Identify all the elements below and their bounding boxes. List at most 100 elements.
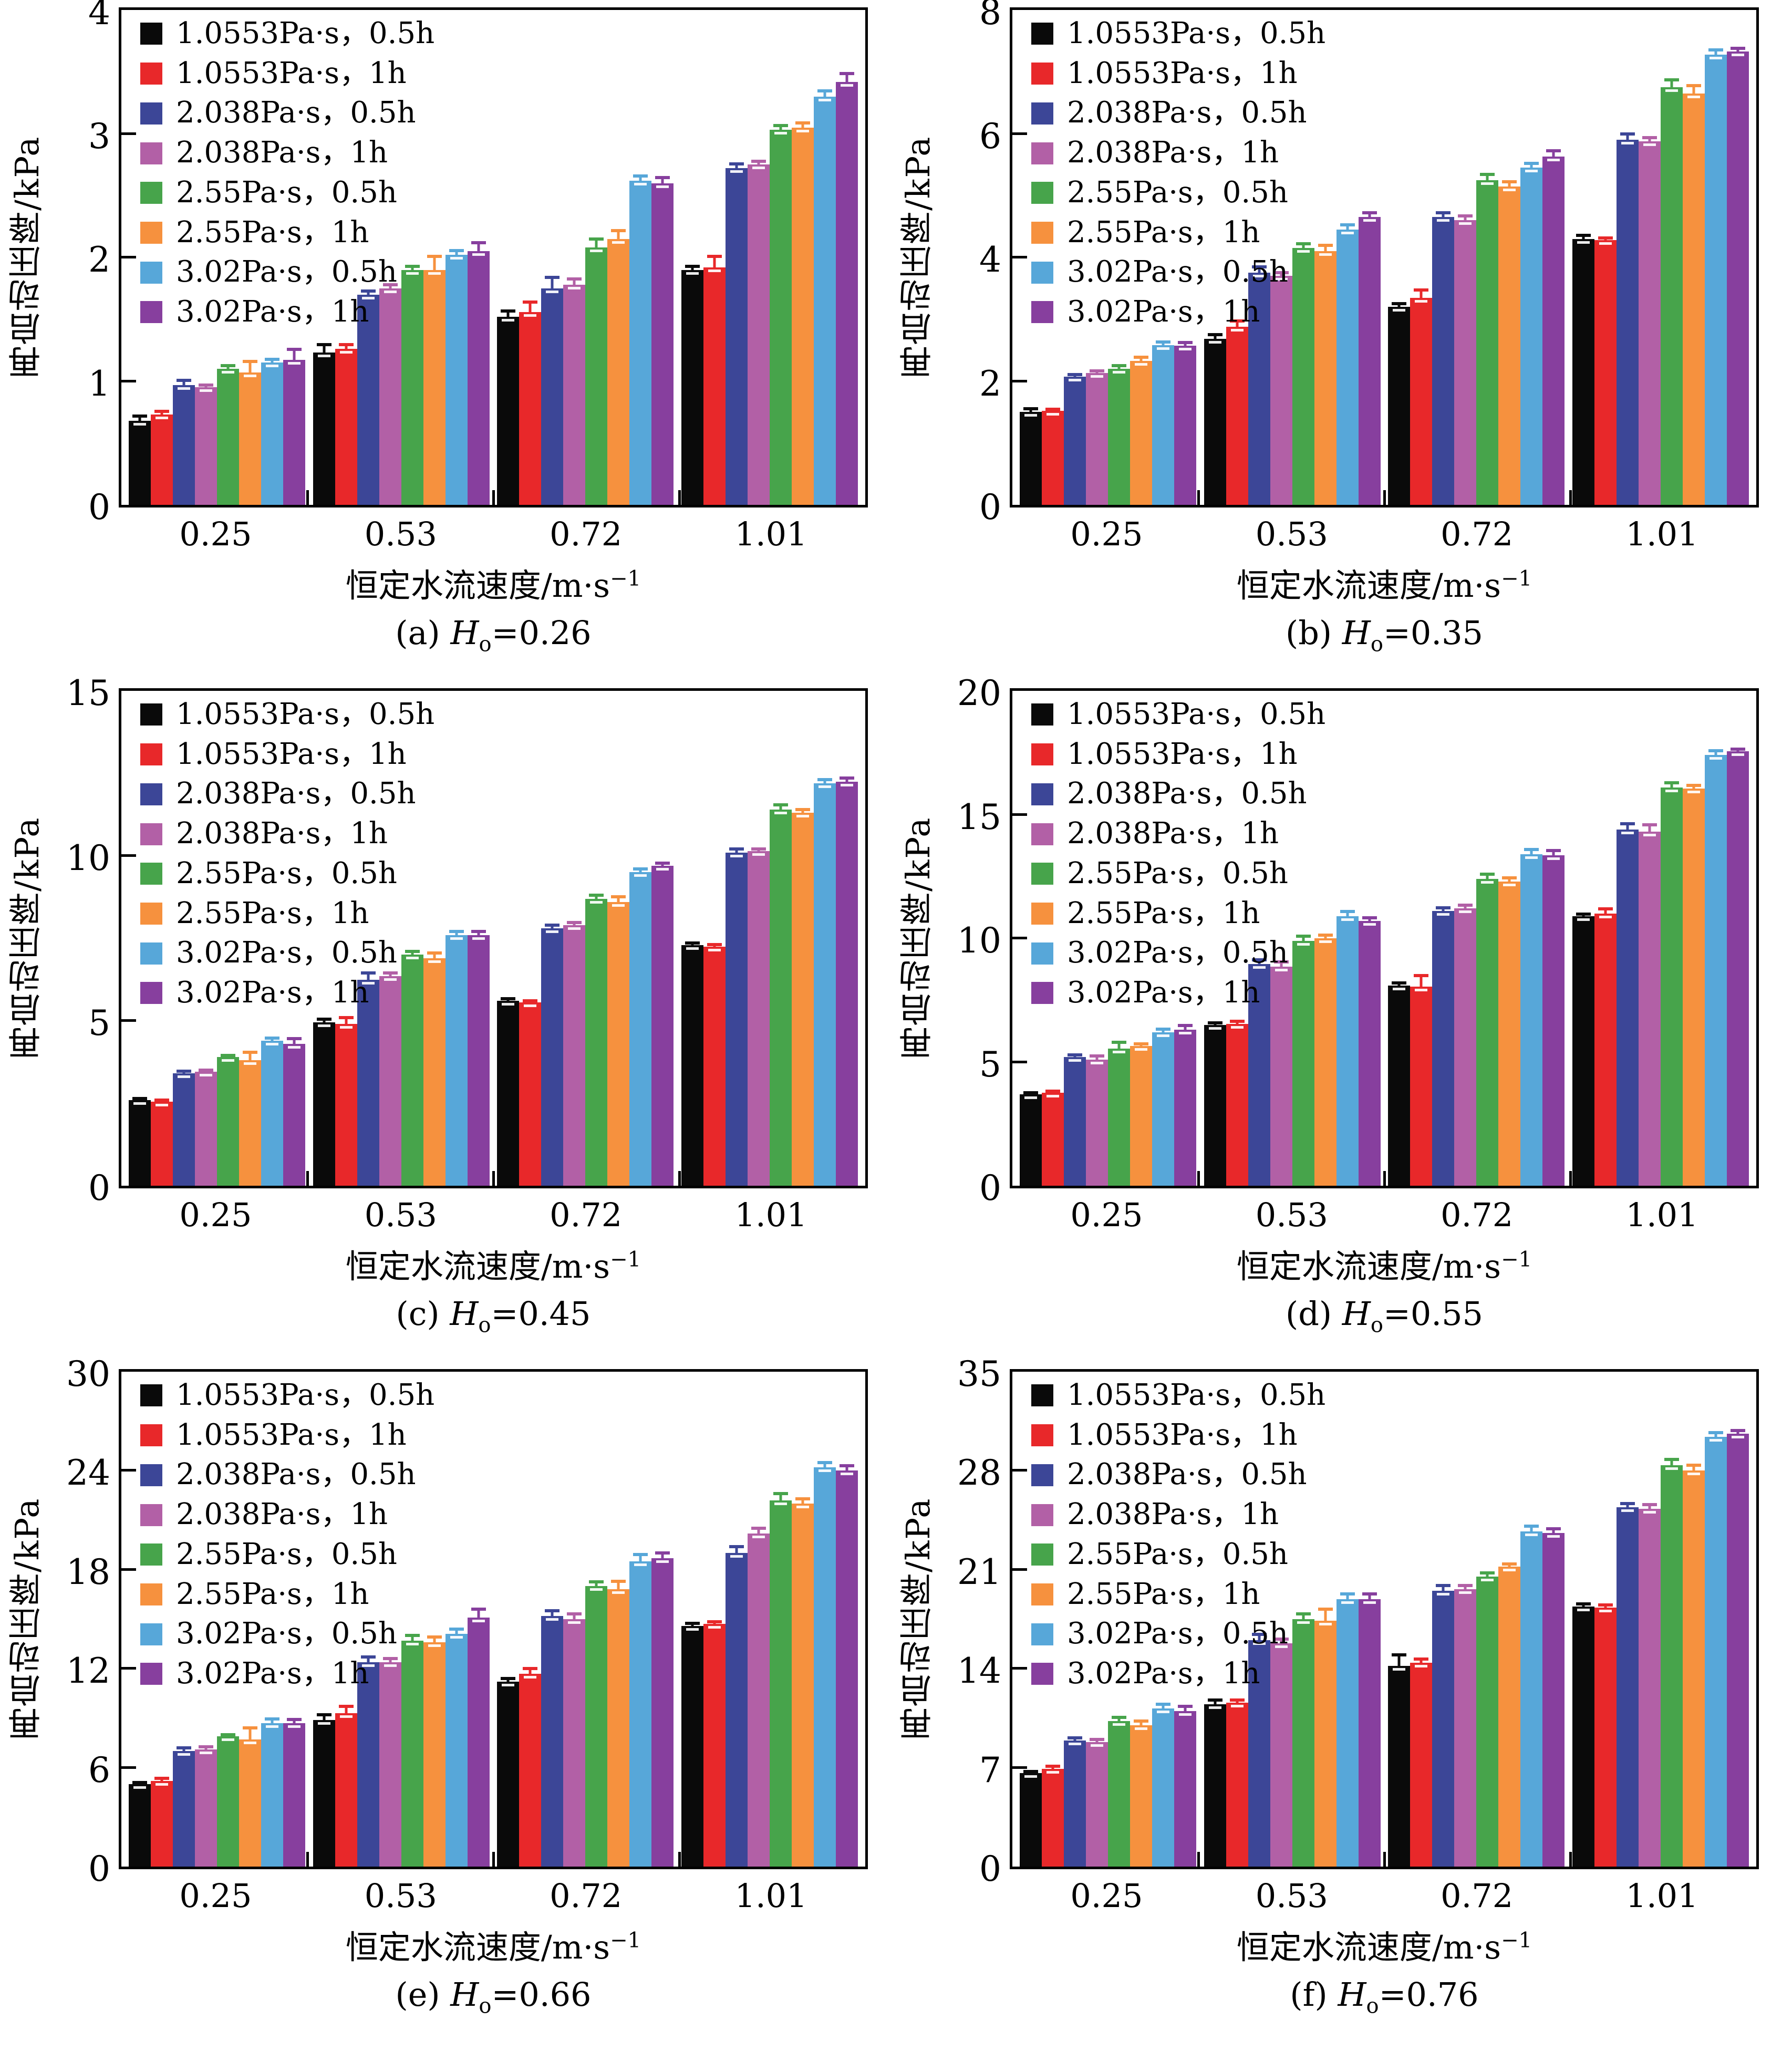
error-bar-stem — [1604, 1603, 1607, 1615]
legend-item: 3.02Pa·s，0.5h — [140, 256, 434, 289]
error-bar — [1414, 288, 1429, 305]
error-bar — [1134, 1042, 1149, 1053]
error-bar-cap-top — [1686, 783, 1701, 787]
legend-item: 2.038Pa·s，0.5h — [140, 778, 434, 811]
bar-group-0.72 — [497, 1551, 674, 1867]
bar — [1410, 1657, 1433, 1867]
bar — [1130, 1042, 1153, 1186]
error-bar-cap-top — [839, 71, 854, 75]
error-bar-cap-bottom — [1275, 278, 1288, 281]
error-bar-stem — [293, 1037, 296, 1051]
error-bar — [1598, 1603, 1613, 1615]
bar — [1358, 211, 1381, 505]
y-tick-label: 0 — [979, 1168, 1001, 1208]
y-axis-title: 再启动压降/kPa — [8, 136, 46, 379]
error-bar-cap-top — [611, 229, 626, 232]
error-bar-cap-top — [751, 847, 766, 851]
error-bar — [729, 847, 744, 860]
error-bar — [1251, 958, 1267, 972]
error-bar-cap-top — [177, 1069, 192, 1073]
error-bar-cap-top — [1023, 1091, 1039, 1094]
caption-variable: H — [450, 614, 479, 652]
legend-item: 1.0553Pa·s，1h — [140, 1418, 434, 1452]
y-axis-tick-mark — [1012, 132, 1027, 135]
error-bar-cap-top — [1362, 1592, 1377, 1596]
error-bar — [177, 378, 192, 392]
plot-area: 1.0553Pa·s，0.5h 1.0553Pa·s，1h 2.038Pa·s，0.… — [1010, 1369, 1759, 1869]
error-bar-cap-top — [1023, 407, 1039, 410]
error-bar-cap-top — [132, 415, 148, 418]
error-bar — [685, 941, 700, 952]
error-bar-cap-top — [655, 175, 670, 179]
subplot-f: 再启动压降/kPa 0 7 14 21 28 35 1.0553Pa·s，0.5h 1.05… — [891, 1355, 1782, 2023]
y-tick-label: 28 — [957, 1453, 1001, 1494]
bar — [1616, 822, 1639, 1186]
error-bar-cap-top — [1392, 981, 1407, 985]
y-axis-tick-mark — [121, 1667, 136, 1670]
legend-label: 2.55Pa·s，0.5h — [176, 1537, 397, 1571]
error-bar-cap-top — [1318, 244, 1333, 247]
error-bar-cap-top — [1296, 242, 1311, 245]
legend-swatch-icon — [140, 823, 162, 845]
x-axis-title-text: 恒定水流速度/m·s — [345, 1247, 610, 1286]
error-bar — [817, 89, 832, 104]
error-bar-cap-bottom — [1621, 1509, 1634, 1512]
y-axis-tick-mark — [1012, 1568, 1027, 1571]
y-axis-tick-labels: 0 1 2 3 4 — [49, 0, 119, 526]
bar-group-1.01 — [681, 71, 858, 505]
error-bar — [405, 950, 420, 962]
bar — [541, 276, 564, 505]
bar — [173, 378, 195, 505]
error-bar-stem — [713, 943, 716, 954]
legend-item: 1.0553Pa·s，1h — [1031, 57, 1325, 90]
error-bar — [633, 1553, 648, 1569]
y-tick-label: 0 — [979, 1849, 1001, 1889]
error-bar-cap-bottom — [1709, 1438, 1722, 1442]
error-bar-cap-bottom — [1113, 370, 1126, 374]
error-bar — [1362, 916, 1377, 929]
bar — [519, 999, 542, 1186]
error-bar-cap-bottom — [1643, 143, 1656, 146]
error-bar — [1502, 876, 1517, 889]
x-axis-tick-mark — [1197, 1171, 1200, 1186]
x-tick-label: 0.72 — [1441, 515, 1514, 553]
error-bar — [1436, 1583, 1451, 1599]
error-bar-cap-bottom — [796, 129, 809, 132]
error-bar-stem — [691, 265, 694, 277]
caption-subscript: o — [1370, 632, 1383, 657]
error-bar-stem — [1552, 1527, 1555, 1540]
bar — [1108, 1041, 1131, 1186]
error-bar — [316, 1713, 331, 1727]
error-bar — [655, 862, 670, 873]
y-axis-tick-mark — [1012, 256, 1027, 258]
error-bar-cap-bottom — [1643, 1511, 1656, 1514]
legend-label: 3.02Pa·s，1h — [176, 295, 369, 329]
error-bar-cap-top — [471, 1608, 486, 1611]
bar — [261, 1037, 284, 1186]
x-axis-title: 恒定水流速度/m·s−1 — [119, 1918, 868, 1968]
legend-item: 3.02Pa·s，1h — [140, 295, 434, 329]
bar — [401, 265, 423, 505]
error-bar-cap-bottom — [1599, 242, 1612, 245]
bar — [195, 384, 217, 505]
bar — [1476, 1571, 1499, 1867]
error-bar — [1436, 211, 1451, 225]
error-bar-stem — [1029, 407, 1032, 420]
error-bar-cap-top — [1642, 1503, 1657, 1507]
y-axis-title: 再启动压降/kPa — [899, 1497, 937, 1741]
error-bar — [132, 1096, 148, 1107]
error-bar-cap-top — [316, 1017, 331, 1021]
error-bar-cap-bottom — [1393, 1667, 1406, 1671]
error-bar — [1045, 1090, 1061, 1101]
legend-label: 2.55Pa·s，0.5h — [1067, 1537, 1288, 1571]
error-bar-cap-bottom — [222, 1059, 235, 1062]
error-bar-cap-bottom — [178, 1753, 191, 1756]
error-bar — [1178, 340, 1193, 354]
subplot-d: 再启动压降/kPa 0 5 10 15 20 1.0553Pa·s，0.5h 1.0553… — [891, 675, 1782, 1342]
error-bar-cap-top — [471, 930, 486, 934]
error-bar-stem — [411, 950, 414, 962]
bar — [1498, 1562, 1521, 1867]
error-bar-stem — [1464, 214, 1467, 228]
error-bar-stem — [1302, 1612, 1305, 1626]
bar — [725, 162, 748, 505]
